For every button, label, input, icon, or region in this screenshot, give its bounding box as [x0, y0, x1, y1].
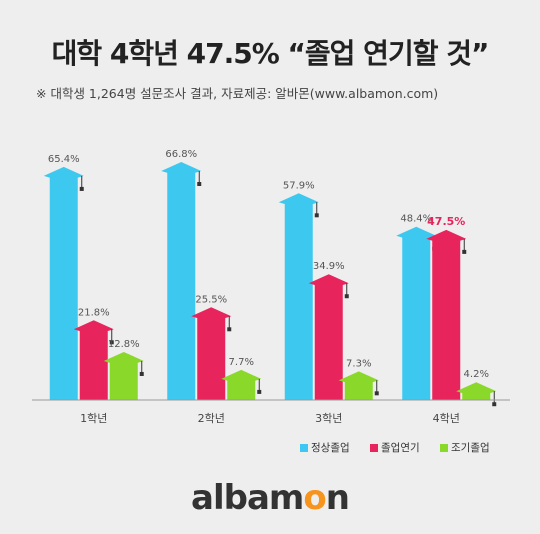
graduation-cap-icon [103, 351, 144, 367]
bar-1-3 [432, 238, 461, 400]
bar-1-2 [314, 283, 343, 400]
graduation-cap-icon [456, 382, 497, 398]
legend-swatch [300, 444, 308, 452]
value-label: 65.4% [48, 154, 80, 165]
bar-2-2 [344, 380, 373, 400]
bar-0-1 [167, 171, 196, 400]
cap-tassel-end [462, 249, 467, 254]
logo-text-start: albam [191, 478, 304, 518]
bar-1-0 [79, 329, 108, 400]
cap-tassel-end [344, 294, 349, 299]
x-tick-label: 2학년 [198, 412, 225, 425]
graduation-cap-icon [338, 371, 379, 387]
value-label: 7.3% [346, 358, 371, 369]
graduation-cap-icon [308, 274, 349, 290]
value-label: 34.9% [313, 261, 345, 272]
graduation-cap-icon [191, 307, 232, 323]
value-label: 4.2% [464, 369, 489, 380]
graduation-cap-icon [426, 229, 467, 245]
value-label: 57.9% [283, 180, 315, 191]
legend-label: 정상졸업 [311, 441, 350, 454]
cap-tassel-end [139, 371, 144, 376]
x-tick-label: 4학년 [433, 412, 460, 425]
source-note: ※ 대학생 1,264명 설문조사 결과, 자료제공: 알바몬(www.alba… [36, 86, 439, 101]
cap-tassel-end [374, 391, 379, 396]
cap-tassel-end [257, 389, 262, 394]
value-label: 47.5% [427, 215, 465, 228]
cap-tassel-end [79, 186, 84, 191]
logo-text-o: o [303, 478, 326, 518]
bar-0-3 [402, 235, 431, 400]
value-label: 25.5% [195, 294, 227, 305]
graduation-cap-icon [221, 369, 262, 385]
cap-tassel-end [109, 340, 114, 345]
legend-swatch [440, 444, 448, 452]
bar-2-0 [109, 360, 138, 400]
albamon-logo: albamon [0, 478, 540, 518]
graduation-cap-icon [73, 320, 114, 336]
graduation-cap-icon [43, 166, 84, 182]
bar-2-1 [227, 378, 256, 400]
graduation-cap-icon [278, 193, 319, 209]
cap-tassel-end [492, 402, 497, 407]
graduation-cap-icon [161, 162, 202, 177]
cap-tassel-end [227, 327, 232, 332]
page-title: 대학 4학년 47.5% “졸업 연기할 것” [51, 37, 490, 70]
value-label: 48.4% [400, 214, 432, 225]
value-label: 21.8% [78, 307, 110, 318]
bar-0-0 [49, 175, 78, 400]
cap-tassel-end [314, 213, 319, 218]
legend-label: 졸업연기 [381, 441, 420, 454]
legend-label: 조기졸업 [451, 441, 490, 454]
bar-1-1 [197, 316, 226, 400]
x-tick-label: 1학년 [80, 412, 107, 425]
graduation-cap-icon [396, 226, 437, 242]
value-label: 66.8% [165, 149, 197, 160]
legend-swatch [370, 444, 378, 452]
logo-text-end: n [325, 478, 350, 518]
value-label: 7.7% [229, 357, 254, 368]
bar-0-2 [284, 202, 313, 400]
x-tick-label: 3학년 [315, 412, 342, 425]
cap-tassel-end [197, 182, 202, 186]
value-label: 12.8% [108, 339, 140, 350]
